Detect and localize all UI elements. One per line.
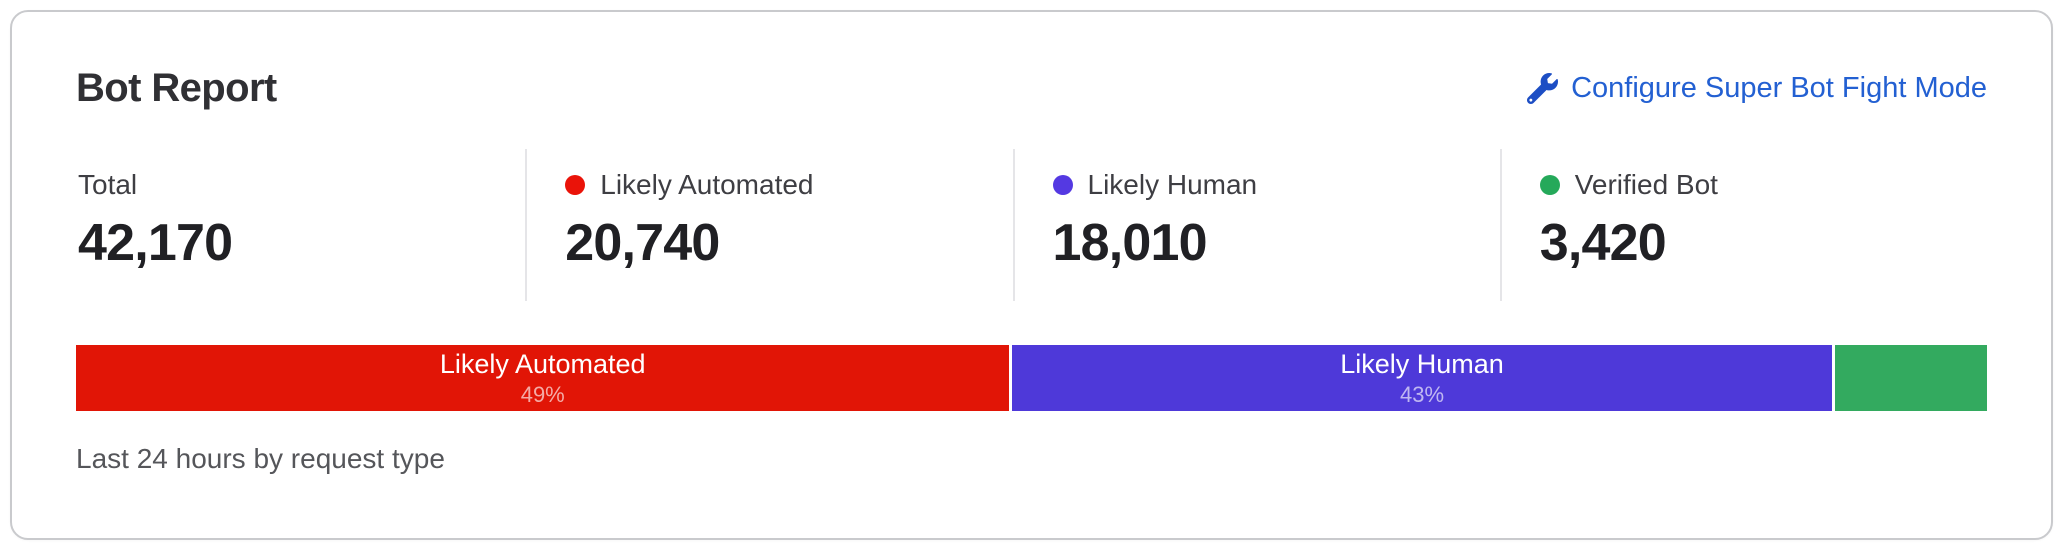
stat-verified-bot: Verified Bot 3,420	[1499, 149, 1987, 301]
stat-label-row: Likely Human	[1052, 169, 1490, 201]
verified-bot-dot-icon	[1539, 175, 1560, 195]
likely-human-dot-icon	[1052, 175, 1073, 195]
bar-segment-label: Likely Human	[1340, 348, 1504, 379]
stat-label: Likely Human	[1087, 169, 1258, 200]
stat-label-row: Likely Automated	[565, 169, 1002, 201]
bar-segment-likely-automated: Likely Automated 49%	[76, 345, 1010, 411]
configure-link-label: Configure Super Bot Fight Mode	[1571, 72, 1987, 104]
stats-row: Total 42,170 Likely Automated 20,740 Lik…	[76, 149, 1987, 301]
bar-segment-verified-bot	[1834, 345, 1988, 411]
stat-value: 42,170	[78, 214, 233, 272]
stat-label: Likely Automated	[600, 169, 814, 200]
bar-segment-percent: 49%	[520, 382, 565, 407]
bot-report-card: Bot Report Configure Super Bot Fight Mod…	[10, 10, 2053, 540]
stat-label: Total	[78, 169, 138, 200]
configure-super-bot-fight-mode-link[interactable]: Configure Super Bot Fight Mode	[1527, 72, 1987, 105]
stat-value: 20,740	[565, 214, 720, 272]
wrench-icon	[1527, 73, 1559, 104]
bot-distribution-bar: Likely Automated 49% Likely Human 43%	[76, 345, 1988, 411]
bar-segment-percent: 43%	[1400, 382, 1445, 407]
page-title: Bot Report	[76, 66, 277, 110]
bar-segment-label: Likely Automated	[439, 348, 646, 379]
stat-likely-automated: Likely Automated 20,740	[525, 149, 1012, 301]
stat-label: Verified Bot	[1574, 169, 1718, 200]
chart-caption: Last 24 hours by request type	[76, 443, 445, 474]
stat-label-row: Verified Bot	[1539, 169, 1977, 201]
bar-segment-likely-human: Likely Human 43%	[1012, 345, 1832, 411]
likely-automated-dot-icon	[565, 175, 586, 195]
stat-value: 18,010	[1052, 214, 1208, 272]
stat-value: 3,420	[1539, 214, 1667, 272]
stat-label-row: Total	[78, 169, 515, 201]
stat-total: Total 42,170	[76, 149, 525, 301]
stat-likely-human: Likely Human 18,010	[1012, 149, 1500, 301]
card-header: Bot Report Configure Super Bot Fight Mod…	[76, 66, 1987, 111]
